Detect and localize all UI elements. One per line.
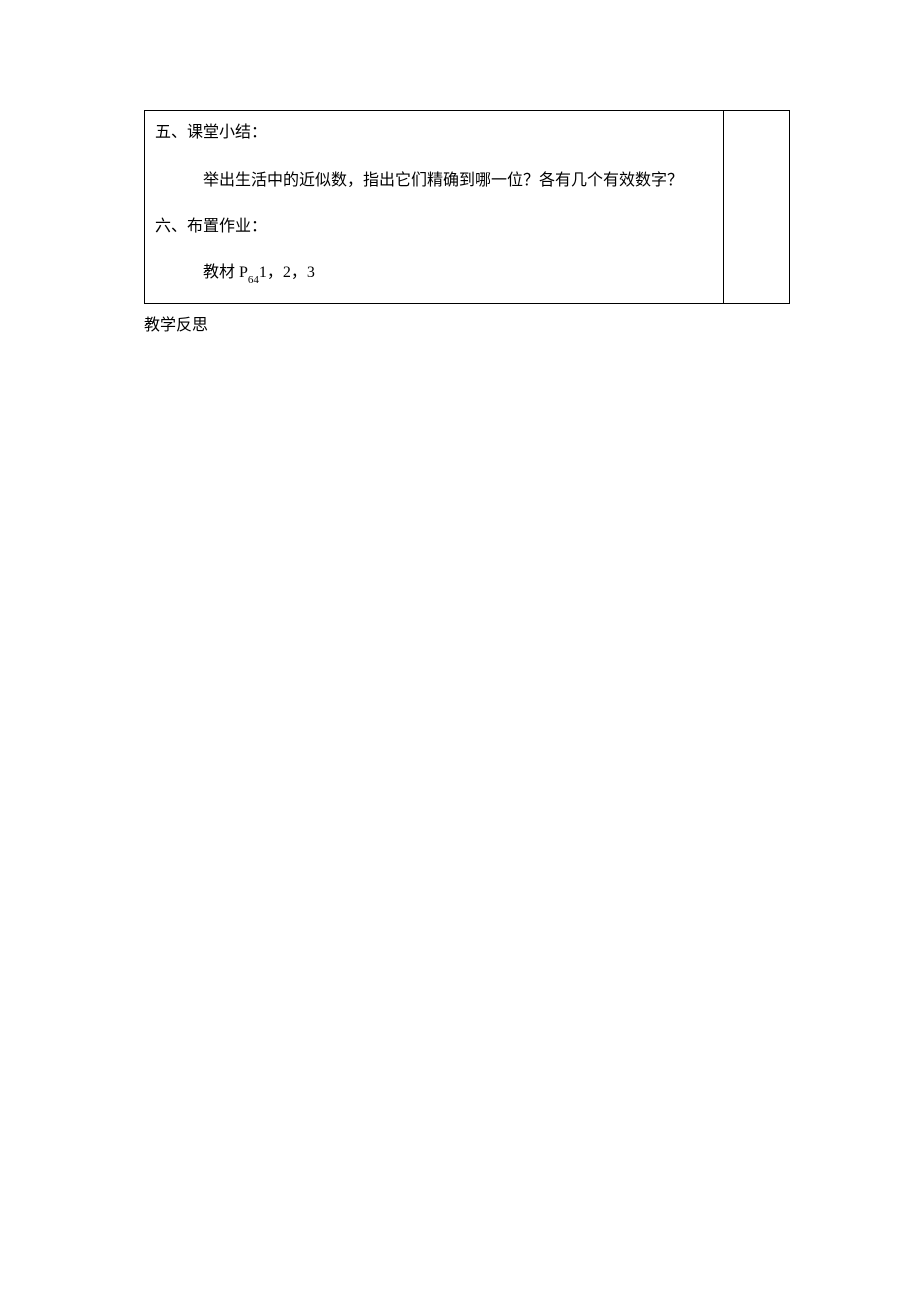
section-6-body-subscript: 64 (248, 274, 259, 286)
section-6-body-prefix: 教材 P (203, 264, 248, 281)
footer-text: 教学反思 (144, 304, 790, 338)
content-side-cell (724, 111, 789, 303)
section-6-heading: 六、布置作业： (155, 215, 713, 239)
section-6-body-suffix: 1，2，3 (259, 264, 315, 281)
content-main-cell: 五、课堂小结： 举出生活中的近似数，指出它们精确到哪一位？各有几个有效数字？ 六… (145, 111, 724, 303)
content-table: 五、课堂小结： 举出生活中的近似数，指出它们精确到哪一位？各有几个有效数字？ 六… (144, 110, 790, 304)
section-5-heading: 五、课堂小结： (155, 121, 713, 145)
section-5-body: 举出生活中的近似数，指出它们精确到哪一位？各有几个有效数字？ (155, 169, 713, 193)
section-6-body: 教材 P641，2，3 (155, 261, 713, 287)
document-page: 五、课堂小结： 举出生活中的近似数，指出它们精确到哪一位？各有几个有效数字？ 六… (0, 0, 920, 338)
